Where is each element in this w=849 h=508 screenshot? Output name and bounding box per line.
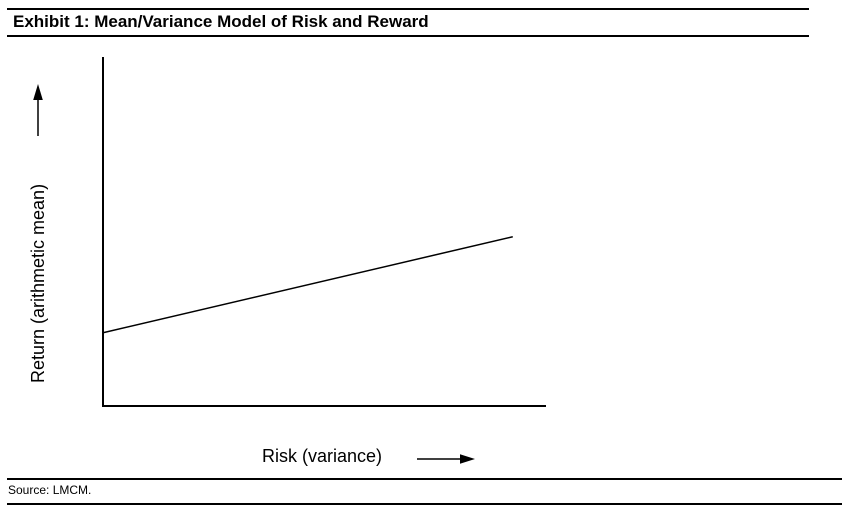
y-axis-label: Return (arithmetic mean) bbox=[28, 184, 48, 383]
source-top-rule bbox=[7, 478, 842, 480]
title-underline-rule bbox=[7, 35, 809, 37]
source-note: Source: LMCM. bbox=[8, 483, 92, 497]
exhibit-title: Exhibit 1: Mean/Variance Model of Risk a… bbox=[13, 12, 429, 31]
risk-reward-line bbox=[102, 236, 513, 334]
up-arrow-icon bbox=[33, 84, 43, 136]
right-arrow-icon bbox=[417, 454, 475, 464]
x-axis-label: Risk (variance) bbox=[262, 446, 382, 466]
bottom-rule bbox=[7, 503, 842, 505]
up-arrow-head bbox=[33, 84, 43, 100]
top-rule bbox=[7, 8, 809, 10]
right-arrow-head bbox=[460, 454, 475, 464]
